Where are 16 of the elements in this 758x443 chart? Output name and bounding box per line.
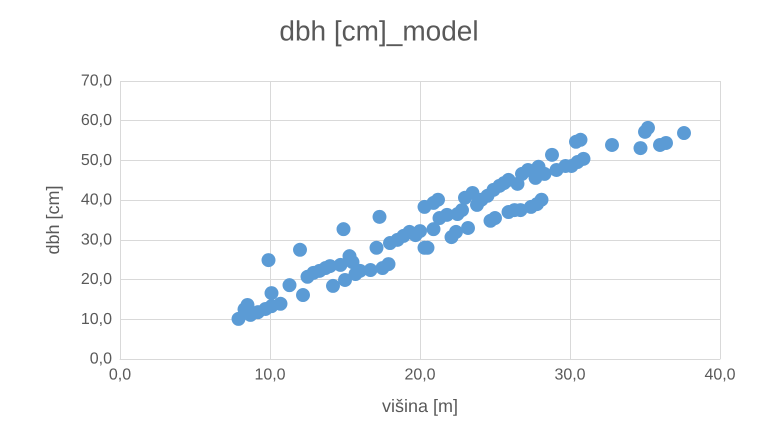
- y-tick-label: 20,0: [80, 271, 112, 288]
- y-axis-title: dbh [cm]: [43, 185, 63, 255]
- y-tick-label: 60,0: [80, 112, 112, 130]
- y-tick-label: 50,0: [80, 152, 112, 169]
- chart-title: dbh [cm]_model: [279, 16, 479, 46]
- x-tick-label: 10,0: [254, 366, 286, 384]
- y-tick-label: 40,0: [80, 192, 112, 209]
- y-tick-label: 0,0: [90, 350, 112, 368]
- x-tick-label: 30,0: [554, 366, 586, 384]
- x-axis-title: višina [m]: [382, 396, 458, 416]
- x-tick-label: 20,0: [404, 366, 436, 384]
- x-tick-label: 40,0: [704, 366, 736, 384]
- y-tick-label: 10,0: [80, 310, 112, 328]
- y-tick-label: 70,0: [80, 72, 112, 90]
- y-tick-label: 30,0: [80, 231, 112, 248]
- x-tick-label: 0,0: [108, 366, 132, 384]
